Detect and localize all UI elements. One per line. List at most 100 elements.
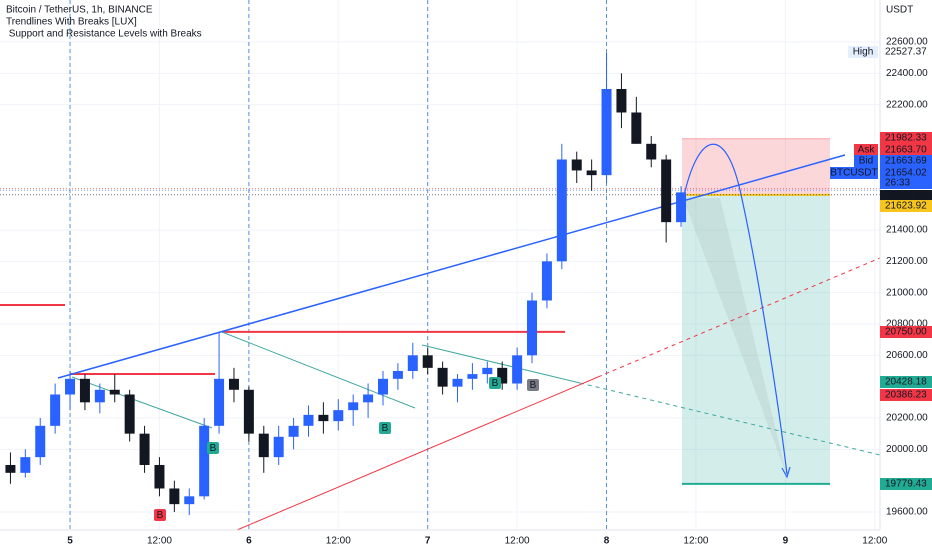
signal-text: B bbox=[492, 378, 499, 389]
axes: 22600.00 22400.00 22200.00 21400.00 21200.00… bbox=[67, 37, 928, 547]
candle-body bbox=[616, 88, 627, 113]
x-tick-label: 5 bbox=[67, 536, 73, 547]
candle-body bbox=[497, 367, 508, 384]
trendline-extension bbox=[579, 382, 881, 456]
y-tick-label: 20200.00 bbox=[886, 413, 928, 424]
candle-body bbox=[541, 261, 552, 301]
candle-body bbox=[601, 88, 612, 176]
candle-body bbox=[556, 159, 567, 262]
drawings bbox=[0, 143, 881, 531]
position-zones bbox=[0, 138, 880, 485]
candle-body bbox=[139, 433, 150, 465]
candle-body bbox=[631, 112, 642, 144]
candle-body bbox=[318, 414, 329, 422]
price-label-box bbox=[880, 167, 932, 189]
candle-body bbox=[333, 410, 344, 422]
x-tick-label: 8 bbox=[604, 536, 610, 547]
signal-badge bbox=[379, 422, 391, 434]
x-tick-label: 7 bbox=[425, 536, 431, 547]
price-label: 20750.00 bbox=[885, 327, 927, 338]
y-tick-label: 22600.00 bbox=[886, 37, 928, 48]
candle-body bbox=[348, 402, 359, 411]
trendline bbox=[57, 154, 846, 379]
candle-body bbox=[258, 433, 269, 458]
x-tick-label: 9 bbox=[783, 536, 789, 547]
candle-body bbox=[169, 488, 180, 505]
candle-body bbox=[214, 378, 225, 426]
signal-markers: B B B B B bbox=[154, 377, 539, 521]
target-zone bbox=[682, 194, 830, 484]
price-countdown: 26:33 bbox=[885, 178, 910, 189]
signal-badge bbox=[154, 509, 166, 521]
candle-body bbox=[199, 425, 210, 497]
price-label: 20428.18 bbox=[885, 377, 927, 388]
candle-body bbox=[646, 143, 657, 160]
price-label-name: BTCUSDT bbox=[830, 168, 877, 179]
y-tick-label: 20000.00 bbox=[886, 444, 928, 455]
y-tick-label: 20800.00 bbox=[886, 319, 928, 330]
candle-body bbox=[154, 464, 165, 489]
legend-symbol: Bitcoin / TetherUS, 1h, BINANCE bbox=[6, 5, 153, 16]
candle-body bbox=[243, 389, 254, 434]
candle-body bbox=[661, 159, 672, 223]
arrow-head bbox=[781, 466, 791, 479]
x-tick-label: 12:00 bbox=[326, 536, 351, 547]
grid bbox=[0, 0, 880, 530]
x-tick-label: 12:00 bbox=[147, 536, 172, 547]
candle-body bbox=[79, 378, 90, 403]
price-label: 21623.92 bbox=[885, 201, 927, 212]
trendline bbox=[421, 344, 581, 384]
price-label-tag bbox=[854, 144, 878, 156]
y-tick-label: 22400.00 bbox=[886, 68, 928, 79]
candle-body bbox=[377, 378, 388, 395]
candle-body bbox=[109, 389, 120, 395]
candle-body bbox=[20, 457, 31, 473]
signal-text: B bbox=[157, 510, 164, 521]
trendline-extension bbox=[597, 257, 881, 378]
price-label-tag bbox=[848, 46, 878, 58]
candle-body bbox=[65, 378, 76, 395]
price-label-box bbox=[880, 376, 932, 388]
candle-body bbox=[482, 367, 493, 375]
candle-body bbox=[35, 425, 46, 458]
candle-body bbox=[407, 355, 418, 371]
price-label: 21624.98 bbox=[885, 191, 927, 202]
candle-body bbox=[676, 192, 687, 223]
candle-body bbox=[512, 355, 523, 384]
candle-body bbox=[467, 374, 478, 379]
price-label-tag bbox=[854, 155, 878, 167]
price-label-box bbox=[880, 144, 932, 156]
y-tick-label: 20600.00 bbox=[886, 350, 928, 361]
candle-body bbox=[50, 394, 61, 426]
y-tick-label: 21400.00 bbox=[886, 225, 928, 236]
axis-title: USDT bbox=[886, 5, 913, 16]
price-label-name: Ask bbox=[858, 145, 876, 156]
candle-body bbox=[273, 436, 284, 458]
candle-body bbox=[303, 414, 314, 426]
y-tick-label: 19600.00 bbox=[886, 507, 928, 518]
signal-badge bbox=[527, 379, 539, 391]
candle-body bbox=[586, 170, 597, 176]
price-label: 21654.02 bbox=[885, 168, 927, 179]
candle-body bbox=[452, 378, 463, 387]
time-axis bbox=[0, 530, 932, 550]
candle-body bbox=[5, 464, 16, 473]
signal-badge bbox=[489, 377, 501, 389]
candle-body bbox=[288, 425, 299, 437]
candle-body bbox=[228, 378, 239, 390]
price-label: 22527.37 bbox=[885, 47, 927, 58]
price-label-box bbox=[880, 389, 932, 401]
trendline bbox=[236, 376, 599, 531]
trendline bbox=[71, 376, 213, 429]
price-label-box bbox=[880, 190, 932, 202]
candle-body bbox=[527, 300, 538, 356]
price-label: 21982.33 bbox=[885, 133, 927, 144]
candle-body bbox=[392, 370, 403, 379]
y-tick-label: 21000.00 bbox=[886, 287, 928, 298]
candle-body bbox=[363, 394, 374, 403]
price-label: 20386.23 bbox=[885, 390, 927, 401]
y-tick-label: 21200.00 bbox=[886, 256, 928, 267]
